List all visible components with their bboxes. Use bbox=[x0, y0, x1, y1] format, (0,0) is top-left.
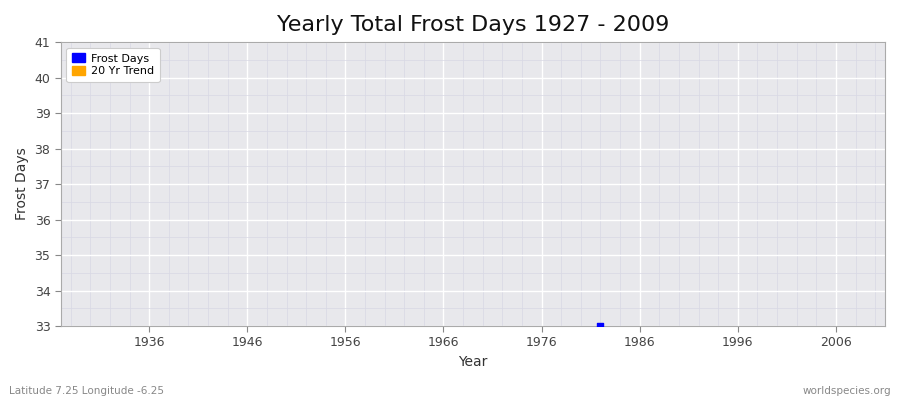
Text: Latitude 7.25 Longitude -6.25: Latitude 7.25 Longitude -6.25 bbox=[9, 386, 164, 396]
Text: worldspecies.org: worldspecies.org bbox=[803, 386, 891, 396]
Legend: Frost Days, 20 Yr Trend: Frost Days, 20 Yr Trend bbox=[67, 48, 159, 82]
Title: Yearly Total Frost Days 1927 - 2009: Yearly Total Frost Days 1927 - 2009 bbox=[276, 15, 669, 35]
X-axis label: Year: Year bbox=[458, 355, 488, 369]
Y-axis label: Frost Days: Frost Days bbox=[15, 148, 29, 220]
Point bbox=[593, 323, 608, 329]
